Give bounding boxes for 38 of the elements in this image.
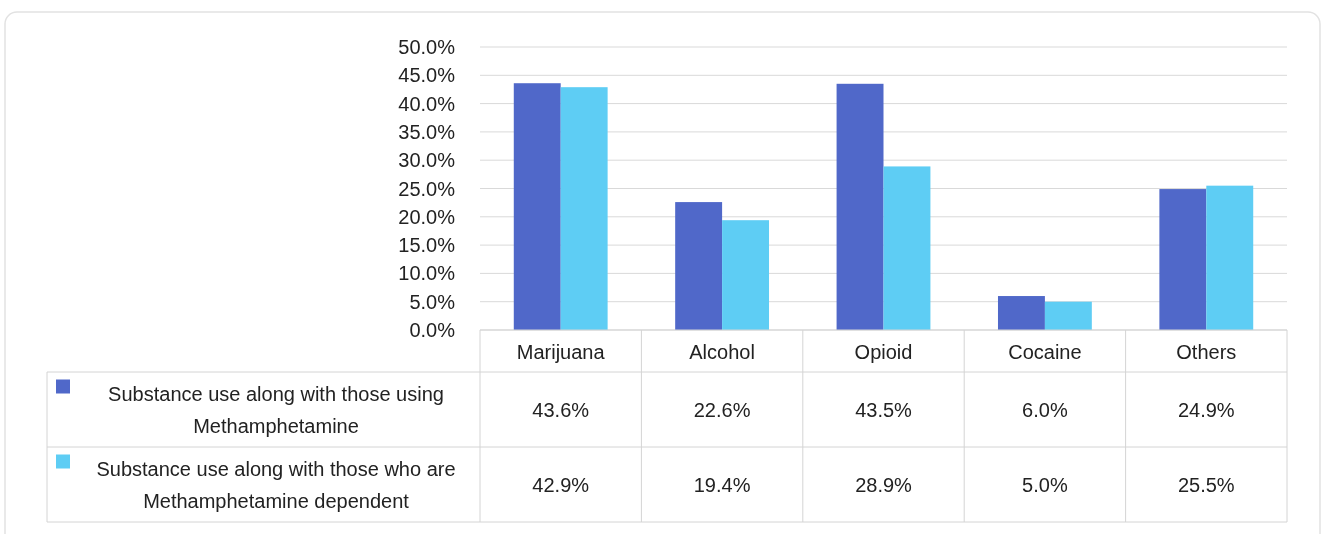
x-tick-label: Cocaine	[1008, 341, 1082, 363]
bar	[560, 87, 608, 330]
y-tick-label: 15.0%	[398, 234, 456, 257]
y-tick-label: 40.0%	[398, 92, 456, 115]
bar	[722, 220, 770, 330]
data-label: 43.6%	[532, 398, 590, 421]
x-tick-label: Alcohol	[689, 341, 755, 363]
x-tick-label: Opioid	[854, 341, 913, 363]
data-label: 22.6%	[693, 398, 751, 421]
data-label: 25.5%	[1177, 473, 1235, 496]
y-tick-label: 20.0%	[398, 205, 456, 228]
data-label: 24.9%	[1177, 398, 1235, 421]
bar	[997, 296, 1045, 330]
legend-label: Substance use along with those using Methamphetamine	[108, 382, 444, 437]
y-tick-label: 30.0%	[398, 149, 456, 172]
y-tick-label: 25.0%	[398, 177, 456, 200]
y-tick-label: 45.0%	[398, 64, 456, 87]
bar	[1044, 301, 1092, 330]
data-label: 5.0%	[1022, 473, 1068, 496]
bar	[836, 83, 884, 330]
legend-label: Substance use along with those who are Methamphetamine dependent	[96, 457, 456, 512]
y-tick-label: 10.0%	[398, 262, 456, 285]
data-label: 19.4%	[693, 473, 751, 496]
bar	[1206, 185, 1254, 330]
bar	[513, 83, 561, 330]
y-tick-label: 0.0%	[409, 319, 456, 341]
x-tick-label: Others	[1176, 341, 1237, 363]
x-tick-label: Marijuana	[516, 341, 606, 363]
y-tick-label: 50.0%	[398, 36, 456, 58]
data-label: 6.0%	[1022, 398, 1068, 421]
data-label: 42.9%	[532, 473, 590, 496]
data-label: 28.9%	[855, 473, 913, 496]
y-tick-label: 35.0%	[398, 120, 456, 143]
bar	[675, 202, 723, 330]
y-tick-label: 5.0%	[409, 290, 456, 313]
bar	[1159, 189, 1207, 330]
data-label: 43.5%	[855, 398, 913, 421]
bar	[883, 166, 931, 330]
